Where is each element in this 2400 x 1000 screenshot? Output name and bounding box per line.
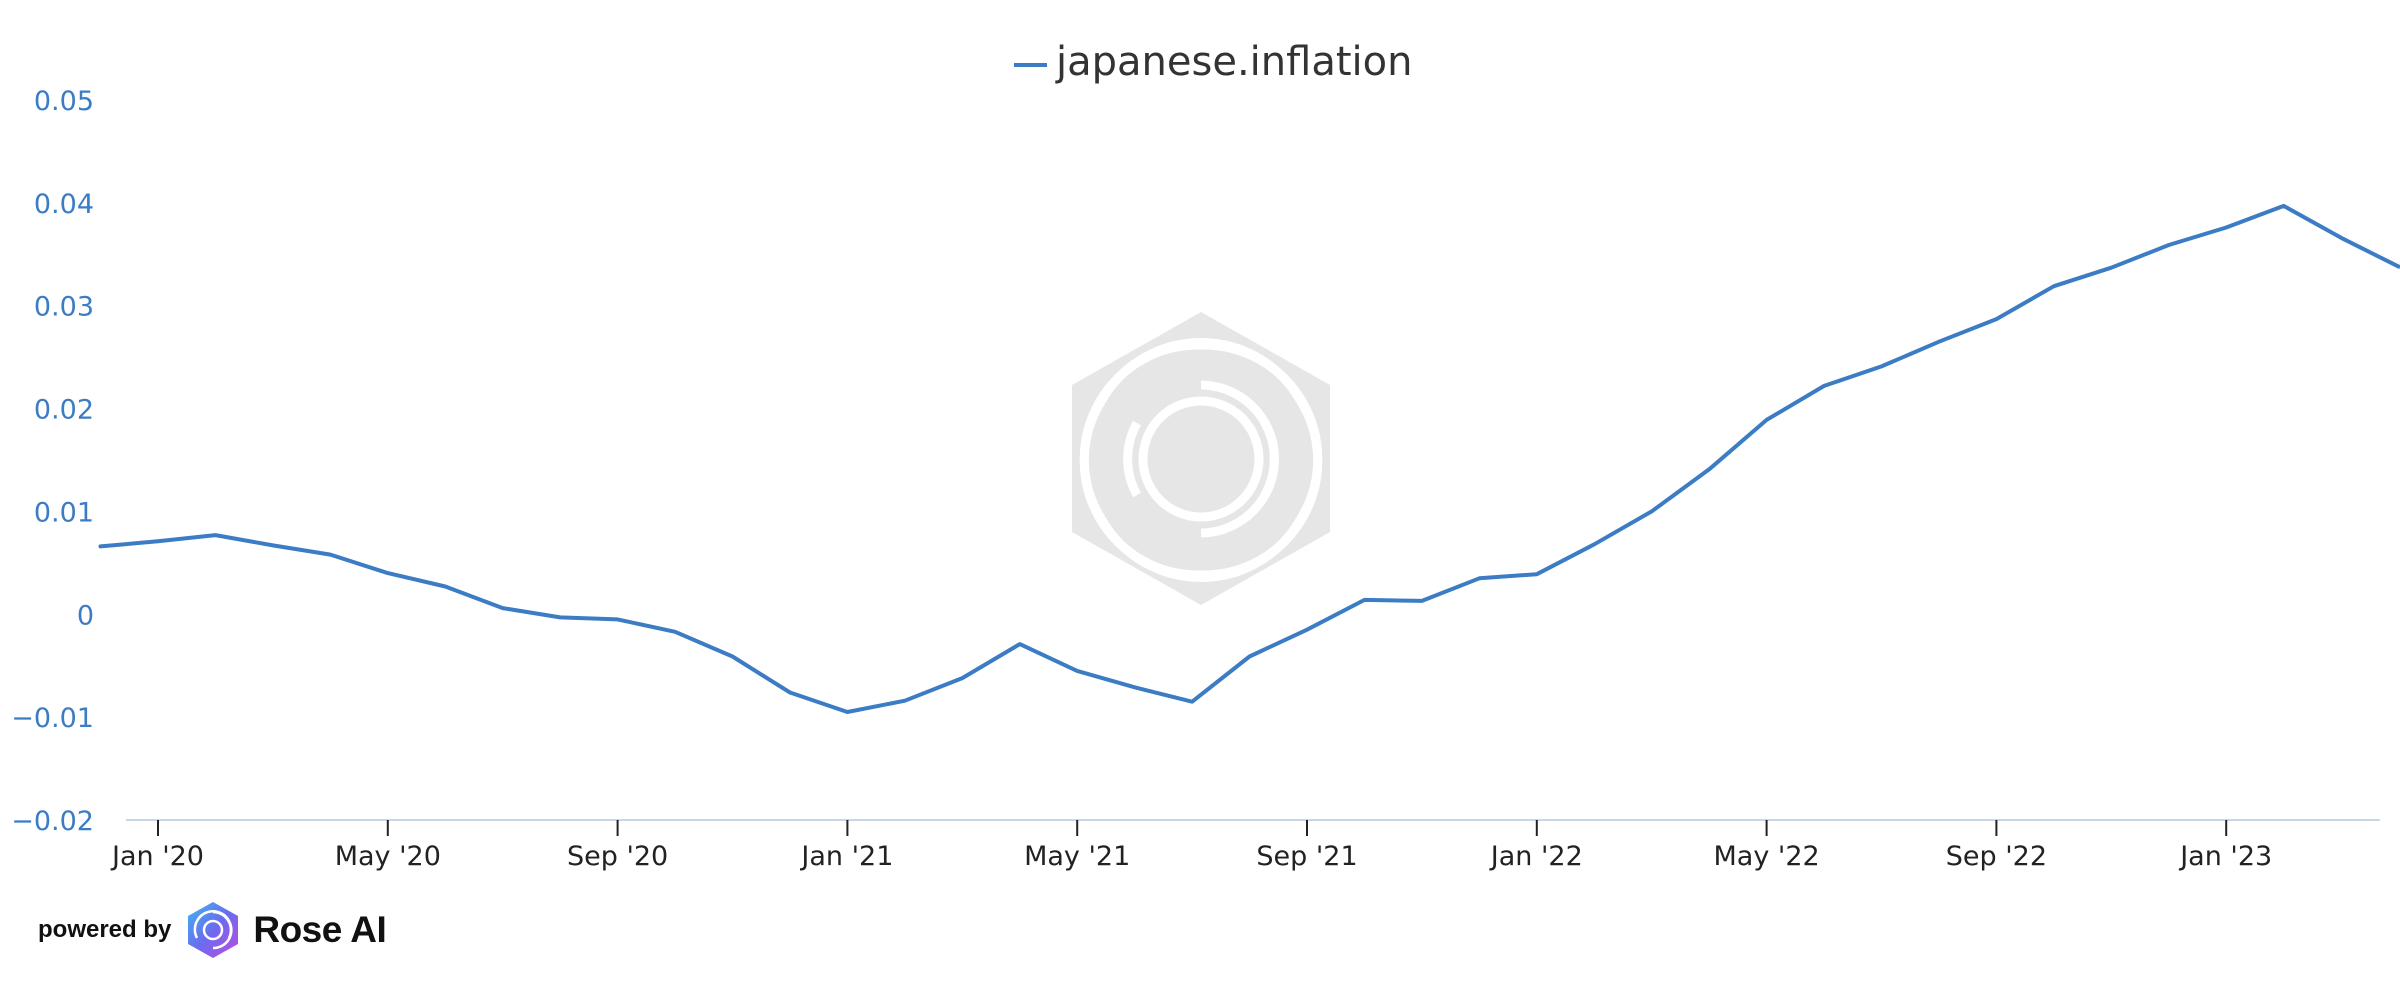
y-tick-label: 0.02 [34, 395, 94, 426]
series-line-japanese-inflation [98, 203, 2400, 714]
watermark-logo-icon [1072, 312, 1330, 605]
y-tick-label: −0.02 [11, 806, 94, 837]
x-tick-label: Jan '21 [799, 841, 893, 872]
x-tick-label: Jan '22 [1489, 841, 1583, 872]
rose-ai-logo-icon [188, 902, 239, 958]
x-tick-label: Sep '21 [1256, 841, 1357, 872]
y-tick-label: 0.05 [34, 86, 94, 117]
x-tick-label: May '21 [1024, 841, 1130, 872]
powered-by-label: powered by [38, 916, 172, 943]
x-tick-label: May '20 [335, 841, 441, 872]
x-tick-label: Sep '20 [567, 841, 668, 872]
y-tick-label: −0.01 [11, 703, 94, 734]
brand-name: Rose AI [253, 909, 387, 950]
footer: powered by Rose AI [38, 898, 387, 962]
y-axis: 0.05 0.04 0.03 0.02 0.01 0 −0.01 −0.02 [11, 86, 94, 837]
legend[interactable]: japanese.inflation [1014, 39, 1412, 85]
y-tick-label: 0 [77, 600, 94, 631]
x-tick-label: Jan '23 [2178, 841, 2272, 872]
x-tick-label: Jan '20 [110, 841, 204, 872]
x-tick-label: May '22 [1714, 841, 1820, 872]
x-axis: Jan '20 May '20 Sep '20 Jan '21 May '21 Sep '… [110, 820, 2272, 872]
y-tick-label: 0.04 [34, 189, 94, 220]
y-tick-label: 0.03 [34, 292, 94, 323]
x-tick-label: Sep '22 [1946, 841, 2047, 872]
legend-label: japanese.inflation [1055, 39, 1412, 85]
y-tick-label: 0.01 [34, 497, 94, 528]
